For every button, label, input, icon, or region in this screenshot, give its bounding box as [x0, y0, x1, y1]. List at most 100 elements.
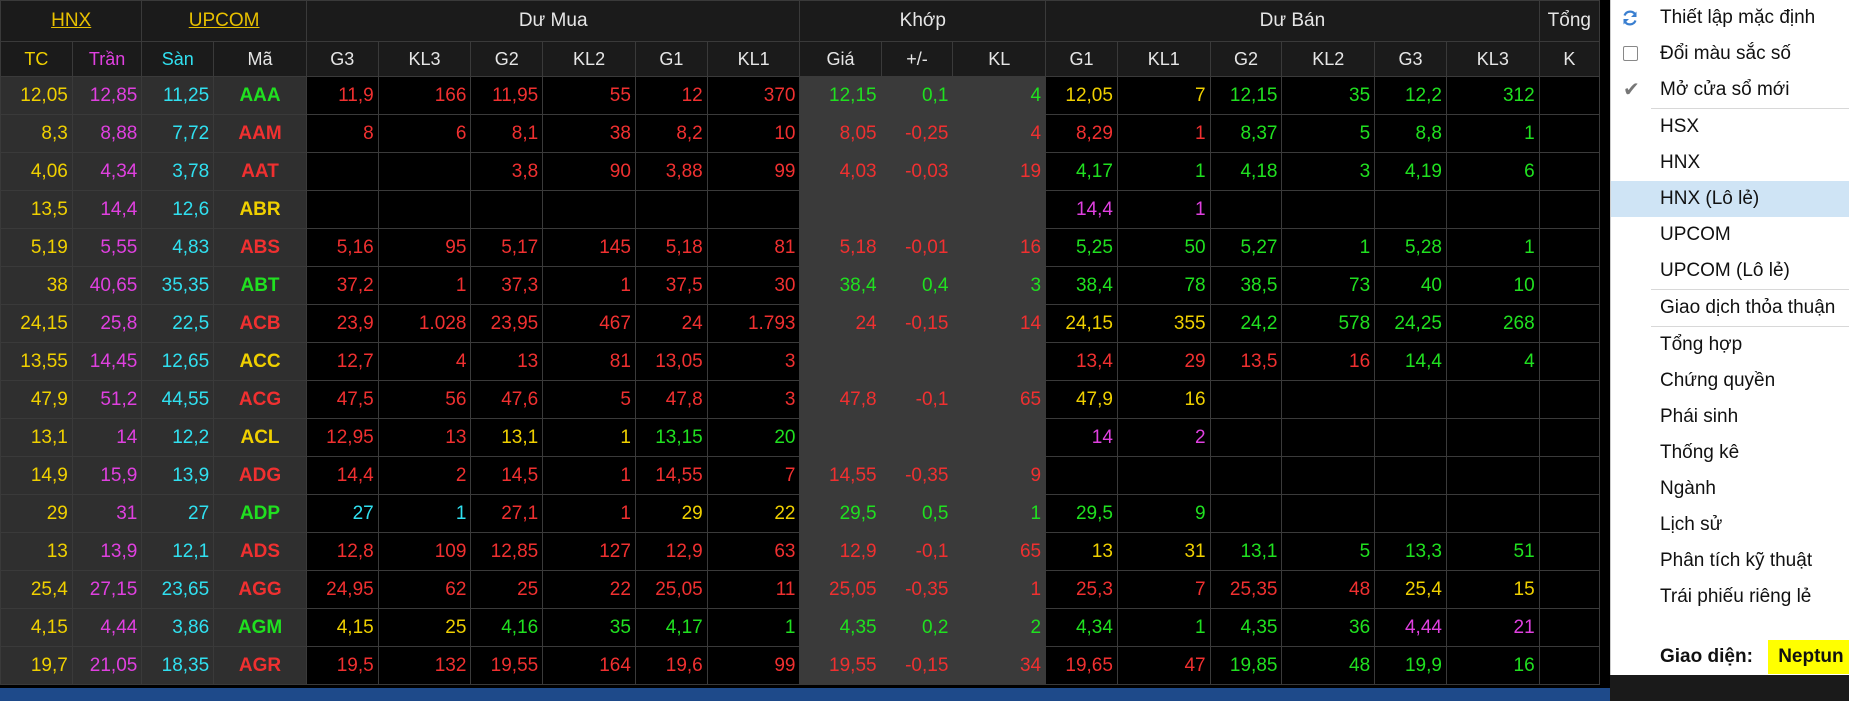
bid-kl1: 81	[706, 228, 801, 267]
table-row[interactable]: 4,15 4,44 3,86 AGM 4,15 25 4,16 35 4,17 1 4,35 0,2 2…	[0, 608, 1601, 647]
col-header[interactable]: KL2	[1281, 41, 1376, 77]
table-row[interactable]: 4,06 4,34 3,78 AAT 3,8 90 3,88 99 4,03 -0,03 19 4,1…	[0, 152, 1601, 191]
table-row[interactable]: 8,3 8,88 7,72 AAM 8 6 8,1 38 8,2 10 8,05 -0,25 4 8,29…	[0, 114, 1601, 153]
context-menu: Thiết lập mặc định Đổi màu sắc số ✔ Mở cửa …	[1610, 0, 1849, 675]
symbol-cell[interactable]: ABS	[213, 228, 307, 267]
table-row[interactable]: 13,5 14,4 12,6 ABR 14,4 1	[0, 190, 1601, 229]
table-row[interactable]: 25,4 27,15 23,65 AGG 24,95 62 25 22 25,05 11 25,05…	[0, 570, 1601, 609]
ask-g3	[1374, 494, 1447, 533]
bid-g2: 13,1	[470, 418, 544, 457]
ask-kl3: 4	[1445, 342, 1540, 381]
menu-item[interactable]: HSX	[1611, 109, 1849, 145]
menu-item[interactable]: Tổng hợp	[1611, 327, 1849, 363]
table-row[interactable]: 29 31 27 ADP 27 1 27,1 1 29 22 29,5 0,5 1 29,5 9	[0, 494, 1601, 533]
table-row[interactable]: 13,1 14 12,2 ACL 12,95 13 13,1 1 13,15 20 14 2	[0, 418, 1601, 457]
col-header[interactable]: Mã	[213, 41, 307, 77]
menu-item[interactable]: Lịch sử	[1611, 507, 1849, 543]
ask-g2: 19,85	[1209, 646, 1283, 685]
col-header[interactable]: G2	[470, 41, 544, 77]
bid-g2: 23,95	[470, 304, 544, 343]
bid-kl1: 1.793	[706, 304, 801, 343]
match-change: -0,1	[880, 532, 954, 571]
col-header[interactable]: G1	[1045, 41, 1118, 77]
ask-kl2: 48	[1281, 570, 1376, 609]
symbol-cell[interactable]: ACL	[213, 418, 307, 457]
symbol-cell[interactable]: AAT	[213, 152, 307, 191]
symbol-cell[interactable]: ADS	[213, 532, 307, 571]
menu-item[interactable]: UPCOM (Lô lẻ)	[1611, 253, 1849, 289]
menu-item[interactable]: Ngành	[1611, 471, 1849, 507]
match-price: 4,03	[799, 152, 882, 191]
symbol-cell[interactable]: ADG	[213, 456, 307, 495]
col-header[interactable]: Trần	[71, 41, 143, 77]
table-row[interactable]: 14,9 15,9 13,9 ADG 14,4 2 14,5 1 14,55 7 14,55 -0,3…	[0, 456, 1601, 495]
col-header[interactable]: Sàn	[141, 41, 215, 77]
hnx-link-cell[interactable]: HNX	[0, 0, 143, 42]
table-row[interactable]: 5,19 5,55 4,83 ABS 5,16 95 5,17 145 5,18 81 5,18 -0…	[0, 228, 1601, 267]
table-row[interactable]: 12,05 12,85 11,25 AAA 11,9 166 11,95 55 12 370 12,…	[0, 76, 1601, 115]
floor-price-cell: 7,72	[141, 114, 215, 153]
table-row[interactable]: 24,15 25,8 22,5 ACB 23,9 1.028 23,95 467 24 1.793…	[0, 304, 1601, 343]
bid-kl2: 90	[542, 152, 636, 191]
table-row[interactable]: 38 40,65 35,35 ABT 37,2 1 37,3 1 37,5 30 38,4 0,4 3 3…	[0, 266, 1601, 305]
symbol-cell[interactable]: AGR	[213, 646, 307, 685]
floor-price-cell: 3,86	[141, 608, 215, 647]
menu-item[interactable]: Chứng quyền	[1611, 363, 1849, 399]
col-header[interactable]: TC	[0, 41, 73, 77]
table-row[interactable]: 19,7 21,05 18,35 AGR 19,5 132 19,55 164 19,6 99 19…	[0, 646, 1601, 685]
col-header[interactable]: KL2	[542, 41, 636, 77]
ask-kl3: 312	[1445, 76, 1540, 115]
menu-item[interactable]: Trái phiếu riêng lẻ	[1611, 579, 1849, 615]
match-price: 14,55	[799, 456, 882, 495]
ask-kl3: 21	[1445, 608, 1540, 647]
symbol-cell[interactable]: AGM	[213, 608, 307, 647]
symbol-cell[interactable]: ACB	[213, 304, 307, 343]
col-header[interactable]: KL1	[1116, 41, 1211, 77]
floor-price-cell: 3,78	[141, 152, 215, 191]
table-row[interactable]: 47,9 51,2 44,55 ACG 47,5 56 47,6 5 47,8 3 47,8 -0,1…	[0, 380, 1601, 419]
menu-item[interactable]: Phái sinh	[1611, 399, 1849, 435]
symbol-cell[interactable]: ACG	[213, 380, 307, 419]
table-row[interactable]: 13 13,9 12,1 ADS 12,8 109 12,85 127 12,9 63 12,9 -0…	[0, 532, 1601, 571]
col-header[interactable]: Giá	[799, 41, 882, 77]
col-header[interactable]: KL3	[377, 41, 472, 77]
symbol-cell[interactable]: ABT	[213, 266, 307, 305]
col-header[interactable]: G1	[634, 41, 708, 77]
col-header[interactable]: KL	[952, 41, 1047, 77]
menu-item[interactable]: Giao dịch thỏa thuận	[1611, 290, 1849, 326]
menu-item[interactable]: HNX	[1611, 145, 1849, 181]
menu-item[interactable]: Đổi màu sắc số	[1611, 36, 1849, 72]
interface-select[interactable]: Neptun	[1768, 640, 1849, 674]
menu-item-label: Giao dịch thỏa thuận	[1660, 297, 1836, 318]
upcom-link[interactable]: UPCOM	[188, 10, 260, 31]
bid-kl1: 3	[706, 342, 801, 381]
menu-item[interactable]: HNX (Lô lẻ)	[1611, 181, 1849, 217]
col-header[interactable]: G2	[1209, 41, 1283, 77]
col-header[interactable]: +/-	[880, 41, 954, 77]
symbol-cell[interactable]: ACC	[213, 342, 307, 381]
symbol-cell[interactable]: AAA	[213, 76, 307, 115]
symbol-cell[interactable]: AAM	[213, 114, 307, 153]
menu-item[interactable]: Thống kê	[1611, 435, 1849, 471]
col-header[interactable]: K	[1538, 41, 1601, 77]
menu-item[interactable]: Thiết lập mặc định	[1611, 0, 1849, 36]
hnx-link[interactable]: HNX	[51, 10, 92, 31]
ask-kl2: 16	[1281, 342, 1376, 381]
menu-item[interactable]: ✔ Mở cửa sổ mới	[1611, 72, 1849, 108]
upcom-link-cell[interactable]: UPCOM	[141, 0, 307, 42]
total-cell	[1538, 646, 1601, 685]
checkbox-icon[interactable]	[1623, 46, 1638, 61]
symbol-cell[interactable]: AGG	[213, 570, 307, 609]
table-row[interactable]: 13,55 14,45 12,65 ACC 12,7 4 13 81 13,05 3 13,4 29 1…	[0, 342, 1601, 381]
symbol-cell[interactable]: ADP	[213, 494, 307, 533]
col-header[interactable]: KL1	[706, 41, 801, 77]
menu-item[interactable]: UPCOM	[1611, 217, 1849, 253]
col-header[interactable]: G3	[1374, 41, 1447, 77]
menu-item[interactable]: Phân tích kỹ thuật	[1611, 543, 1849, 579]
col-header[interactable]: G3	[305, 41, 379, 77]
symbol-cell[interactable]: ABR	[213, 190, 307, 229]
bid-g2: 27,1	[470, 494, 544, 533]
ask-kl3: 268	[1445, 304, 1540, 343]
col-header[interactable]: KL3	[1445, 41, 1540, 77]
ask-kl1: 50	[1116, 228, 1211, 267]
